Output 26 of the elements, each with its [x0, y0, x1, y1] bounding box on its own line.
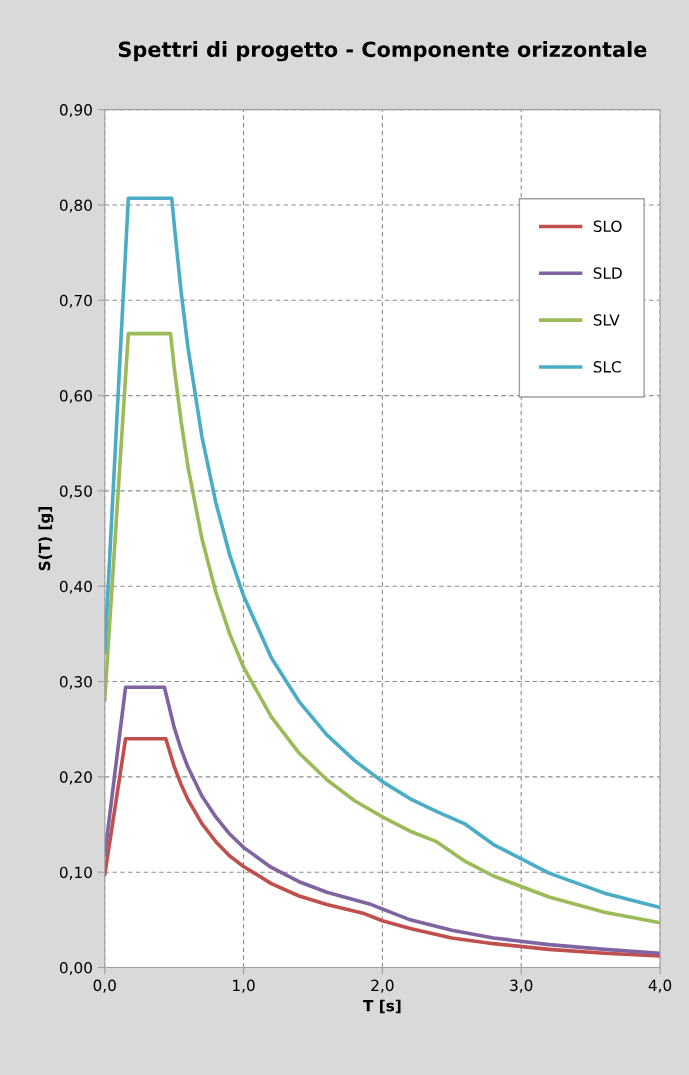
- legend-label: SLO: [593, 220, 622, 232]
- x-tick-label: 3,0: [510, 979, 533, 993]
- legend-label: SLD: [593, 267, 622, 279]
- x-tick-label: 2,0: [371, 979, 394, 993]
- y-tick-label: 0,40: [59, 580, 92, 594]
- x-tick-label: 1,0: [233, 979, 255, 993]
- line-series: [104, 331, 661, 925]
- x-tick-label: 0,0: [93, 979, 116, 993]
- y-tick-label: 0,00: [59, 961, 92, 976]
- y-tick-label: 0,30: [59, 676, 92, 690]
- y-tick-label: 0,80: [59, 199, 92, 213]
- y-tick-label: 0,50: [59, 485, 92, 499]
- y-axis-title: S(T) [g]: [38, 507, 54, 571]
- legend-label: SLV: [593, 314, 620, 326]
- line-series: [104, 196, 661, 910]
- y-tick-label: 0,10: [59, 866, 92, 880]
- y-tick-label: 0,60: [59, 390, 92, 404]
- y-tick-label: 0,20: [59, 771, 92, 785]
- x-tick-label: 4,0: [648, 979, 672, 993]
- line-series: [104, 736, 661, 958]
- legend-label: SLC: [593, 361, 621, 373]
- y-tick-label: 0,70: [59, 294, 92, 308]
- line-series: [104, 685, 661, 956]
- x-axis-title: T [s]: [363, 999, 401, 1014]
- y-tick-label: 0,90: [59, 104, 92, 118]
- chart-title: Spettri di progetto - Componente orizzontale: [118, 41, 647, 62]
